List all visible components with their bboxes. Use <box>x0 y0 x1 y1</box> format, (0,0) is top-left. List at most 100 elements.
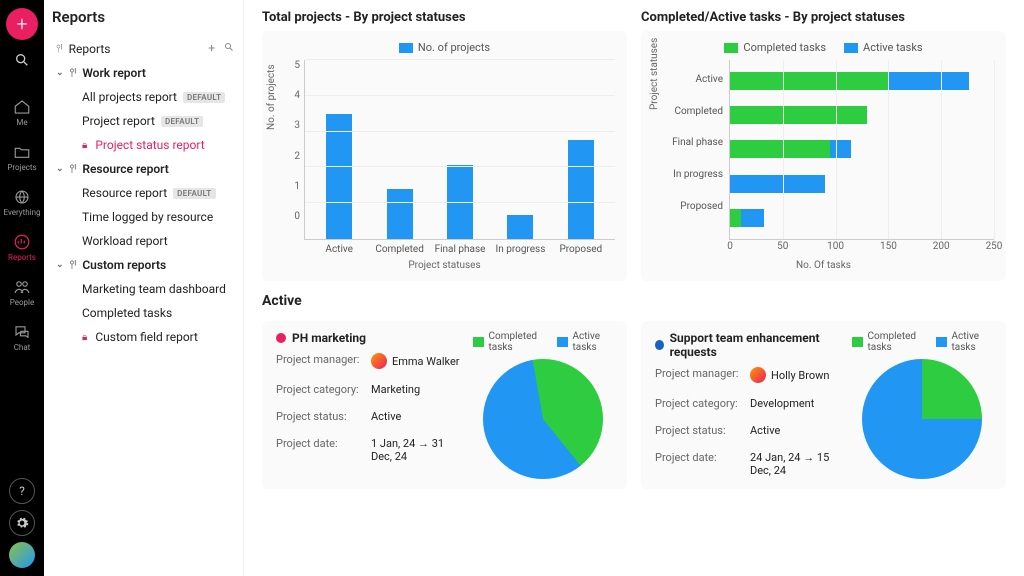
hbar-cat-label: Final phase <box>672 137 723 148</box>
tree-section[interactable]: ⌄ ⫯ᴵ Custom reports <box>52 253 239 277</box>
tree-leaf-label: All projects report <box>82 90 177 104</box>
tree-root-label: Reports <box>69 42 111 56</box>
chart2-card: Completed tasks Active tasks Project stat… <box>641 31 1006 281</box>
default-badge: DEFAULT <box>161 116 203 127</box>
tree-leaf[interactable]: 🔒︎ Custom field report <box>52 325 239 349</box>
nav-me[interactable]: Me <box>0 92 44 133</box>
pie-chart <box>862 359 982 479</box>
tree-leaf-label: Time logged by resource <box>82 210 213 224</box>
legend-item: Active tasks <box>844 41 923 54</box>
help-button[interactable]: ? <box>9 478 35 504</box>
legend-item: Completed tasks <box>724 41 826 54</box>
tree-leaf-label: Custom field report <box>95 330 198 344</box>
chart1-legend-label: No. of projects <box>418 41 490 54</box>
search-button[interactable] <box>6 44 38 76</box>
label-status: Project status: <box>276 410 371 423</box>
pie-legend-completed: Completed tasks <box>473 331 545 353</box>
tree-leaf-label: Marketing team dashboard <box>82 282 226 296</box>
pie-legend-completed: Completed tasks <box>852 331 924 353</box>
chart-icon: ⫯ᴵ <box>70 162 77 176</box>
bar: Completed <box>369 189 429 239</box>
lock-icon: 🔒︎ <box>82 140 87 151</box>
chart-icon: ⫯ᴵ <box>56 42 63 56</box>
active-heading: Active <box>262 293 1006 309</box>
project-card: Support team enhancement requests Projec… <box>641 321 1006 489</box>
chart1-title: Total projects - By project statuses <box>262 10 627 25</box>
hbar-row <box>730 175 994 193</box>
project-dot <box>276 333 286 343</box>
status-value: Active <box>750 424 842 437</box>
chart2-ylabel: Project statuses <box>649 38 660 110</box>
label-category: Project category: <box>276 383 371 396</box>
tree-root[interactable]: ⫯ᴵ Reports + <box>52 36 239 61</box>
tree-leaf[interactable]: Completed tasks <box>52 301 239 325</box>
search-reports-icon[interactable] <box>223 41 235 56</box>
label-date: Project date: <box>655 451 750 477</box>
nav-everything[interactable]: Everything <box>0 182 44 223</box>
tree-leaf[interactable]: Resource report DEFAULT <box>52 181 239 205</box>
main-content: Total projects - By project statuses No.… <box>244 0 1024 576</box>
nav-chat[interactable]: Chat <box>0 317 44 358</box>
chart1-legend: No. of projects <box>399 41 490 54</box>
hbar-row <box>730 72 994 90</box>
chart2-title: Completed/Active tasks - By project stat… <box>641 10 1006 25</box>
chart1-card: No. of projects No. of projects 543210 A… <box>262 31 627 281</box>
pie-legend-active: Active tasks <box>557 331 613 353</box>
date-value: 24 Jan, 24 → 15 Dec, 24 <box>750 451 842 477</box>
nav-people[interactable]: People <box>0 272 44 313</box>
bar: Proposed <box>551 140 611 239</box>
bar-label: In progress <box>490 244 550 255</box>
chart2-xlabel: No. Of tasks <box>653 260 994 271</box>
chevron-down-icon: ⌄ <box>56 164 64 174</box>
tree-leaf[interactable]: All projects report DEFAULT <box>52 85 239 109</box>
label-category: Project category: <box>655 397 750 410</box>
tree-leaf-label: Project status report <box>95 138 204 152</box>
reports-sidebar: Reports ⫯ᴵ Reports + ⌄ ⫯ᴵ Work reportAll… <box>44 0 244 576</box>
bar-label: Active <box>309 244 369 255</box>
nav-me-label: Me <box>16 118 27 127</box>
hbar-row <box>730 209 994 227</box>
project-name: PH marketing <box>292 331 366 345</box>
nav-chat-label: Chat <box>14 343 31 352</box>
bar-label: Final phase <box>430 244 490 255</box>
tree-leaf[interactable]: Time logged by resource <box>52 205 239 229</box>
manager-avatar <box>750 367 766 383</box>
tree-leaf-label: Project report <box>82 114 155 128</box>
chart1-xlabel: Project statuses <box>274 260 615 271</box>
sidebar-title: Reports <box>52 8 239 26</box>
nav-reports[interactable]: Reports <box>0 227 44 268</box>
tree-leaf[interactable]: Project report DEFAULT <box>52 109 239 133</box>
bar-label: Proposed <box>551 244 611 255</box>
label-manager: Project manager: <box>655 367 750 383</box>
lock-icon: 🔒︎ <box>82 332 87 343</box>
tree-section[interactable]: ⌄ ⫯ᴵ Work report <box>52 61 239 85</box>
add-report-icon[interactable]: + <box>208 41 215 56</box>
tree-section-label: Work report <box>82 66 146 80</box>
nav-people-label: People <box>10 298 34 307</box>
category-value: Marketing <box>371 383 463 396</box>
label-manager: Project manager: <box>276 353 371 369</box>
nav-rail: + Me Projects Everything Reports People … <box>0 0 44 576</box>
project-name: Support team enhancement requests <box>670 331 842 359</box>
hbar-cat-label: Active <box>695 74 723 85</box>
chart-icon: ⫯ᴵ <box>70 258 77 272</box>
nav-projects[interactable]: Projects <box>0 137 44 178</box>
default-badge: DEFAULT <box>173 188 215 199</box>
tree-leaf-label: Resource report <box>82 186 167 200</box>
chart-icon: ⫯ᴵ <box>70 66 77 80</box>
hbar-cat-label: Proposed <box>680 201 723 212</box>
user-avatar[interactable] <box>9 542 35 568</box>
manager-name: Holly Brown <box>771 369 830 382</box>
chart1-ylabel: No. of projects <box>266 64 277 130</box>
add-button[interactable]: + <box>6 8 38 40</box>
category-value: Development <box>750 397 842 410</box>
default-badge: DEFAULT <box>183 92 225 103</box>
tree-leaf[interactable]: Workload report <box>52 229 239 253</box>
bar-label: Completed <box>370 244 430 255</box>
tree-leaf[interactable]: 🔒︎ Project status report <box>52 133 239 157</box>
project-dot <box>655 340 664 350</box>
settings-button[interactable] <box>9 510 35 536</box>
tree-section[interactable]: ⌄ ⫯ᴵ Resource report <box>52 157 239 181</box>
hbar-row <box>730 106 994 124</box>
tree-leaf[interactable]: Marketing team dashboard <box>52 277 239 301</box>
